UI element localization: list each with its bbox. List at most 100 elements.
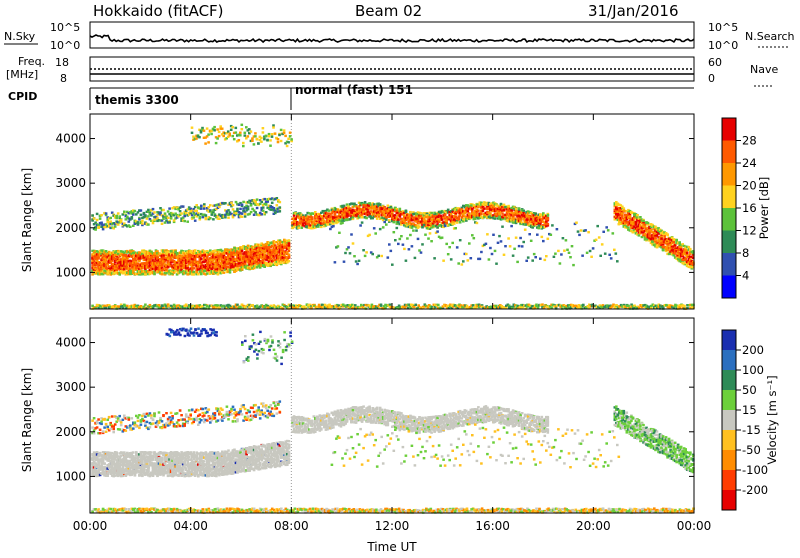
echo-cell — [518, 207, 521, 209]
echo-cell — [173, 219, 176, 221]
echo-cell — [183, 215, 186, 217]
echo-cell — [510, 209, 513, 211]
echo-cell — [183, 220, 186, 222]
echo-cell — [254, 135, 257, 137]
echo-cell — [290, 138, 293, 140]
echo-cell — [218, 135, 221, 137]
echo-cell — [131, 255, 134, 257]
echo-cell — [138, 218, 141, 220]
echo-cell — [328, 210, 331, 212]
echo-cell — [269, 145, 272, 147]
echo-cell — [206, 127, 209, 129]
echo-cell — [235, 131, 238, 133]
echo-cell — [230, 129, 233, 131]
echo-cell — [161, 223, 164, 225]
echo-cell — [250, 211, 253, 213]
echo-cell — [489, 212, 492, 214]
echo-cell — [134, 210, 137, 212]
echo-cell — [122, 213, 125, 215]
echo-cell — [216, 137, 219, 139]
echo-cell — [205, 214, 208, 216]
echo-cell — [288, 250, 291, 252]
echo-cell — [125, 254, 128, 256]
echo-cell — [241, 128, 244, 130]
echo-cell — [621, 212, 624, 214]
echo-cell — [227, 217, 230, 219]
echo-cell — [228, 133, 231, 135]
echo-cell — [254, 132, 257, 134]
echo-cell — [207, 141, 210, 143]
echo-cell — [235, 127, 238, 129]
echo-cell — [200, 273, 203, 275]
echo-cell — [227, 209, 230, 211]
echo-cell — [241, 216, 244, 218]
echo-cell — [379, 204, 382, 206]
cpid-label: CPID — [8, 90, 37, 103]
echo-cell — [403, 214, 406, 216]
echo-cell — [294, 218, 297, 220]
echo-cell — [289, 132, 292, 134]
echo-cell — [197, 214, 200, 216]
echo-cell — [279, 206, 282, 208]
freq-label: Freq. — [18, 55, 45, 68]
echo-cell — [501, 212, 504, 214]
echo-cell — [253, 143, 256, 145]
freq-tick-top: 18 — [55, 56, 69, 69]
echo-cell — [420, 212, 423, 214]
echo-cell — [131, 217, 134, 219]
echo-cell — [102, 228, 105, 230]
echo-cell — [221, 128, 224, 130]
echo-cell — [515, 208, 518, 210]
echo-cell — [210, 133, 213, 135]
echo-cell — [115, 217, 118, 219]
echo-cell — [498, 213, 501, 215]
echo-cell — [213, 126, 216, 128]
echo-cell — [202, 216, 205, 218]
echo-cell — [195, 137, 198, 139]
echo-cell — [204, 142, 207, 144]
echo-cell — [247, 135, 250, 137]
nsky-frame — [90, 22, 694, 48]
echo-cell — [218, 206, 221, 208]
echo-cell — [254, 211, 257, 213]
echo-cell — [262, 131, 265, 133]
echo-cell — [459, 221, 462, 223]
echo-cell — [288, 242, 291, 244]
echo-cell — [268, 135, 271, 137]
echo-cell — [467, 210, 470, 212]
echo-cell — [129, 226, 132, 228]
echo-cell — [262, 210, 265, 212]
echo-cell — [96, 213, 99, 215]
echo-cell — [256, 207, 259, 209]
nave-tick-bottom: 0 — [708, 72, 715, 85]
echo-cell — [152, 222, 155, 224]
echo-cell — [143, 212, 146, 214]
echo-cell — [244, 215, 247, 217]
echo-cell — [289, 135, 292, 137]
echo-cell — [265, 135, 268, 137]
echo-cell — [192, 273, 195, 275]
echo-cell — [457, 218, 460, 220]
echo-cell — [229, 271, 232, 273]
echo-cell — [203, 203, 206, 205]
nsearch-tick-bottom: 10^0 — [708, 39, 738, 52]
echo-cell — [132, 213, 135, 215]
echo-cell — [212, 218, 215, 220]
echo-cell — [248, 128, 251, 130]
nsky-panel: N.Sky 10^5 10^0 10^5 10^0 N.Search — [4, 21, 795, 52]
echo-cell — [507, 205, 510, 207]
echo-cell — [230, 202, 233, 204]
cpid-mode-1: normal (fast) 151 — [295, 83, 413, 97]
echo-cell — [118, 273, 121, 275]
freq-tick-bottom: 8 — [60, 72, 67, 85]
freq-unit: [MHz] — [6, 68, 38, 81]
echo-cell — [263, 198, 266, 200]
echo-cell — [477, 210, 480, 212]
echo-cell — [203, 207, 206, 209]
echo-cell — [144, 214, 147, 216]
echo-cell — [162, 218, 165, 220]
echo-cell — [219, 125, 222, 127]
echo-cell — [97, 227, 100, 229]
echo-cell — [185, 212, 188, 214]
